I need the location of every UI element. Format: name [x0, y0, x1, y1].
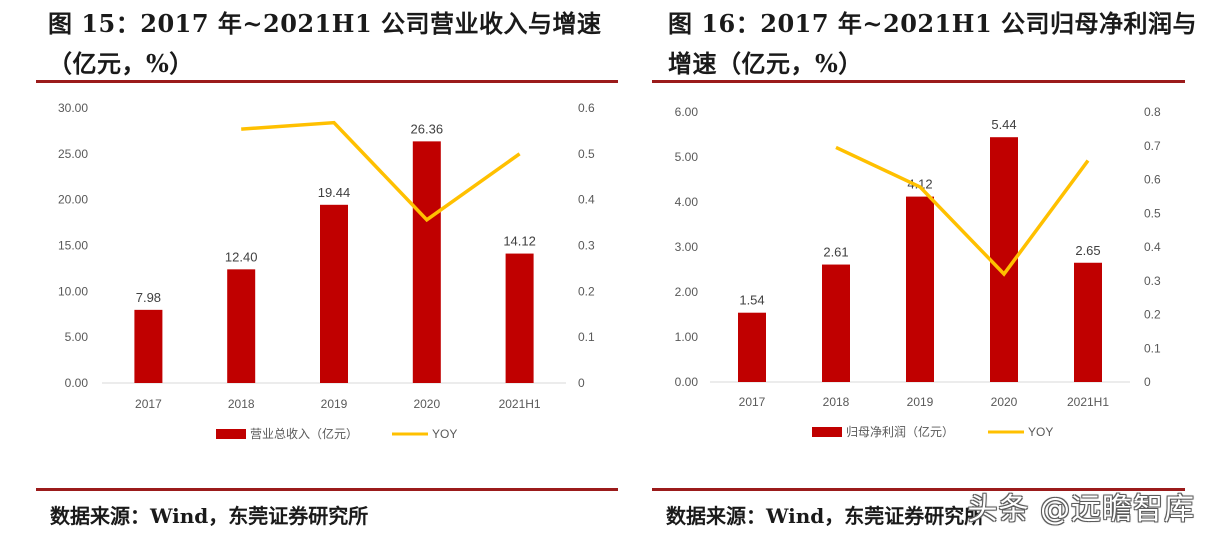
left-axis-tick-label: 5.00	[65, 330, 89, 344]
right-axis-tick-label: 0.1	[1144, 341, 1161, 355]
figure-15-bottom-rule	[36, 488, 618, 491]
x-axis-tick-label: 2020	[991, 395, 1018, 409]
figure-15-source: 数据来源：Wind，东莞证券研究所	[50, 504, 369, 528]
right-axis-tick-label: 0.4	[578, 193, 595, 207]
right-axis-tick-label: 0.2	[578, 284, 595, 298]
bar	[227, 269, 256, 383]
left-axis-tick-label: 6.00	[675, 105, 699, 119]
net-profit-chart: 0.00 1.00 2.00 3.00 4.00 5.00 6.00 0 0.1 0.2 0.3 0.…	[675, 105, 1161, 439]
yoy-line	[241, 120, 521, 223]
right-axis-tick-label: 0.3	[1144, 274, 1161, 288]
right-axis-tick-label: 0	[578, 376, 585, 390]
figure-16-source: 数据来源：Wind，东莞证券研究所	[666, 504, 985, 528]
x-axis-tick-label: 2019	[907, 395, 934, 409]
bar-value-label: 26.36	[411, 121, 444, 136]
left-axis-tick-label: 1.00	[675, 330, 699, 344]
left-axis-tick-label: 15.00	[58, 239, 88, 253]
x-axis-tick-label: 2017	[739, 395, 766, 409]
right-axis-tick-label: 0.5	[1144, 206, 1161, 220]
legend-line-label: YOY	[432, 427, 457, 441]
left-axis-tick-label: 20.00	[58, 193, 88, 207]
left-axis-tick-label: 4.00	[675, 195, 699, 209]
legend-line-label: YOY	[1028, 425, 1053, 439]
revenue-chart: 0.00 5.00 10.00 15.00 20.00 25.00 30.00 0 0.1 0.2…	[58, 101, 595, 441]
bar-value-label: 4.12	[907, 177, 932, 192]
x-axis-tick-label: 2018	[823, 395, 850, 409]
right-axis-tick-label: 0.1	[578, 330, 595, 344]
x-axis-tick-label: 2017	[135, 397, 162, 411]
legend-bar-label: 营业总收入（亿元）	[250, 426, 358, 441]
right-axis-tick-label: 0.6	[578, 101, 595, 115]
bar-value-label: 7.98	[136, 290, 161, 305]
bar	[134, 309, 163, 383]
figure-16-top-rule	[652, 80, 1185, 83]
watermark-text: 头条 @远瞻智库	[967, 492, 1195, 527]
left-axis-tick-label: 10.00	[58, 284, 88, 298]
yoy-line	[835, 145, 1090, 277]
left-axis-tick-label: 30.00	[58, 101, 88, 115]
bar	[505, 253, 534, 383]
x-axis-tick-label: 2021H1	[1067, 395, 1109, 409]
bar-value-label: 1.54	[739, 293, 764, 308]
left-axis-tick-label: 3.00	[675, 240, 699, 254]
bar-value-label: 12.40	[225, 249, 258, 264]
right-axis-tick-label: 0.7	[1144, 139, 1161, 153]
figure-15-title: 图 15：2017 年~2021H1 公司营业收入与增速（亿元，%）	[48, 9, 602, 78]
legend-bar-swatch	[812, 427, 842, 437]
bar	[906, 196, 934, 382]
left-axis-tick-label: 0.00	[675, 375, 699, 389]
x-axis-tick-label: 2020	[413, 397, 440, 411]
x-axis-tick-label: 2019	[321, 397, 348, 411]
bar	[822, 264, 850, 382]
left-axis-tick-label: 5.00	[675, 150, 699, 164]
bar-value-label: 2.65	[1075, 243, 1100, 258]
right-axis-tick-label: 0.8	[1144, 105, 1161, 119]
bar-value-label: 19.44	[318, 185, 351, 200]
right-axis-tick-label: 0	[1144, 375, 1151, 389]
bar	[1074, 262, 1102, 382]
figure-15-top-rule	[36, 80, 618, 83]
right-axis-tick-label: 0.6	[1144, 173, 1161, 187]
right-axis-tick-label: 0.5	[578, 147, 595, 161]
bar-value-label: 2.61	[823, 245, 848, 260]
figure-16-title: 图 16：2017 年~2021H1 公司归母净利润与增速（亿元，%）	[668, 9, 1198, 78]
left-axis-tick-label: 2.00	[675, 285, 699, 299]
right-axis-tick-label: 0.3	[578, 239, 595, 253]
legend-bar-swatch	[216, 429, 246, 439]
legend-bar-label: 归母净利润（亿元）	[846, 424, 954, 439]
bar	[412, 141, 441, 383]
figure-16-bottom-rule	[652, 488, 1185, 491]
right-axis-tick-label: 0.4	[1144, 240, 1161, 254]
bar-value-label: 14.12	[503, 234, 536, 249]
bar-value-label: 5.44	[991, 117, 1016, 132]
right-axis-tick-label: 0.2	[1144, 308, 1161, 322]
bar	[320, 204, 348, 383]
x-axis-tick-label: 2018	[228, 397, 255, 411]
left-axis-tick-label: 25.00	[58, 147, 88, 161]
bar	[738, 312, 766, 382]
x-axis-tick-label: 2021H1	[499, 397, 541, 411]
left-axis-tick-label: 0.00	[65, 376, 89, 390]
